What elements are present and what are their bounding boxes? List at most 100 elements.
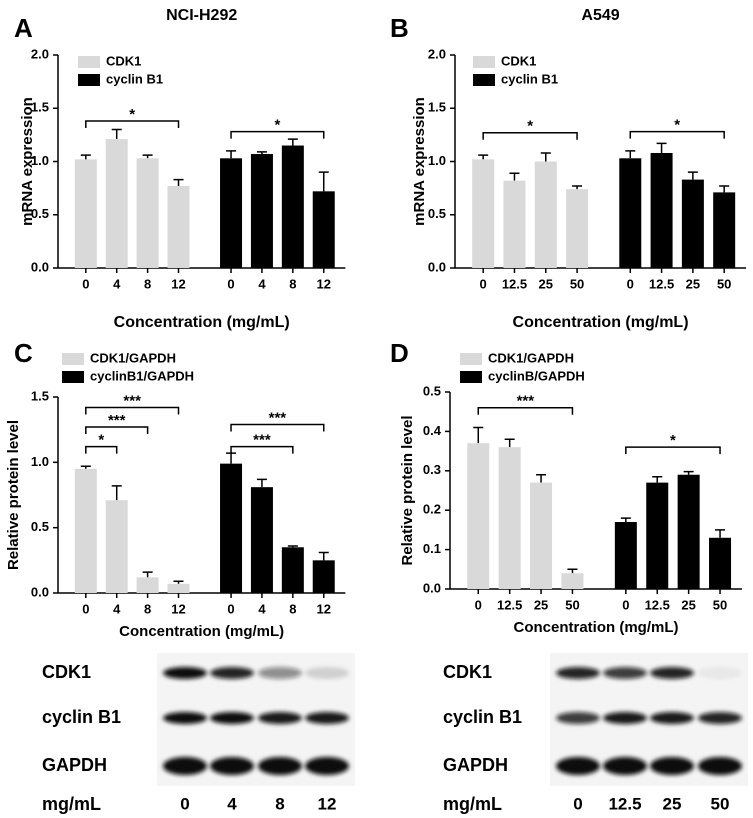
- significance-label: ***: [253, 432, 271, 449]
- blot-band: [305, 757, 349, 775]
- y-tick-label: 1.5: [31, 100, 49, 115]
- blot-band: [210, 757, 254, 775]
- bar: [281, 145, 304, 268]
- error-bar: [715, 529, 726, 538]
- x-tick-label: 50: [565, 597, 579, 612]
- blot-band: [163, 757, 207, 775]
- y-tick-label: 0.5: [423, 383, 441, 398]
- legend-label: CDK1/GAPDH: [488, 350, 574, 365]
- significance-label: *: [98, 432, 104, 449]
- y-tick-label: 0.2: [423, 502, 441, 517]
- bar: [74, 159, 97, 268]
- chart-title: NCI-H292: [166, 7, 237, 24]
- bar: [220, 463, 243, 593]
- bar: [709, 537, 732, 589]
- panel-letter: C: [14, 338, 33, 368]
- x-tick-label: 12: [171, 276, 185, 291]
- legend-label: cyclin B1: [106, 71, 163, 86]
- x-axis-label: Concentration (mg/mL): [513, 314, 689, 331]
- x-tick-label: 0: [82, 276, 89, 291]
- blot-band: [698, 667, 742, 679]
- bar: [74, 468, 97, 593]
- blot-lane-label: 25: [663, 794, 682, 813]
- y-tick-label: 0.3: [423, 462, 441, 477]
- x-tick-label: 8: [144, 601, 151, 616]
- x-tick-label: 12: [317, 276, 331, 291]
- significance-bracket: [230, 445, 294, 454]
- error-bar: [226, 150, 237, 159]
- y-tick-label: 2.0: [31, 46, 49, 61]
- error-bar: [540, 152, 551, 162]
- error-bar: [652, 475, 663, 483]
- legend-label: cyclin B1: [501, 71, 558, 86]
- y-tick-label: 1.0: [428, 153, 446, 168]
- significance-bracket: [85, 406, 180, 415]
- error-bar: [226, 452, 237, 464]
- error-bar: [142, 571, 153, 578]
- blot-unit: mg/mL: [443, 794, 502, 814]
- significance-label: *: [274, 117, 280, 134]
- y-tick-label: 1.0: [31, 454, 49, 469]
- bar: [105, 139, 128, 268]
- x-tick-label: 50: [717, 276, 731, 291]
- bar: [498, 447, 521, 589]
- x-tick-label: 8: [289, 276, 296, 291]
- bar: [167, 583, 190, 593]
- x-tick-label: 8: [144, 276, 151, 291]
- blot-unit: mg/mL: [42, 794, 101, 814]
- significance-bracket: [477, 407, 574, 415]
- y-tick-label: 0.5: [31, 519, 49, 534]
- x-tick-label: 0: [227, 601, 234, 616]
- bar: [467, 443, 490, 589]
- x-tick-label: 0: [622, 597, 629, 612]
- significance-bracket: [629, 130, 725, 139]
- error-bar: [80, 465, 91, 469]
- blot-band: [698, 757, 742, 775]
- blot-lane-label: 0: [180, 794, 189, 813]
- error-bar: [111, 485, 122, 501]
- x-tick-label: 50: [713, 597, 727, 612]
- error-bar: [287, 138, 298, 146]
- error-bar: [173, 580, 184, 584]
- y-axis-label: Relative protein level: [5, 420, 22, 570]
- significance-label: ***: [517, 393, 535, 410]
- bar: [650, 152, 673, 268]
- x-tick-label: 0: [480, 276, 487, 291]
- y-tick-label: 0.0: [31, 259, 49, 274]
- legend-label: CDK1: [501, 53, 536, 68]
- blot-band: [556, 667, 600, 679]
- x-tick-label: 0: [82, 601, 89, 616]
- blot-lane-label: 12.5: [608, 794, 641, 813]
- blot-band: [603, 667, 647, 679]
- bar: [566, 189, 589, 268]
- blot-band: [650, 712, 694, 724]
- legend-label: cyclinB/GAPDH: [488, 368, 585, 383]
- bar: [677, 474, 700, 589]
- blot-band: [556, 757, 600, 775]
- blot-band: [210, 667, 254, 679]
- x-tick-label: 25: [534, 597, 548, 612]
- error-bar: [572, 185, 583, 190]
- blot-band: [698, 712, 742, 724]
- blot-lane-label: 4: [227, 794, 237, 813]
- error-bar: [142, 154, 153, 159]
- y-axis-label: mRNA expression: [19, 97, 36, 226]
- y-tick-label: 0.5: [428, 206, 446, 221]
- significance-bracket: [85, 445, 118, 454]
- error-bar: [687, 171, 698, 180]
- x-tick-label: 4: [258, 276, 266, 291]
- error-bar: [318, 171, 329, 192]
- bar: [713, 192, 736, 268]
- error-bar: [256, 478, 267, 488]
- legend-swatch: [473, 74, 495, 86]
- blot-row-label: cyclin B1: [42, 707, 121, 727]
- legend-swatch: [473, 56, 495, 68]
- blot-band: [258, 667, 302, 679]
- y-tick-label: 1.5: [31, 388, 49, 403]
- significance-label: *: [670, 432, 676, 449]
- legend-swatch: [78, 74, 100, 86]
- blot-lane-label: 50: [711, 794, 730, 813]
- legend-label: cyclinB1/GAPDH: [90, 368, 194, 383]
- error-bar: [80, 154, 91, 160]
